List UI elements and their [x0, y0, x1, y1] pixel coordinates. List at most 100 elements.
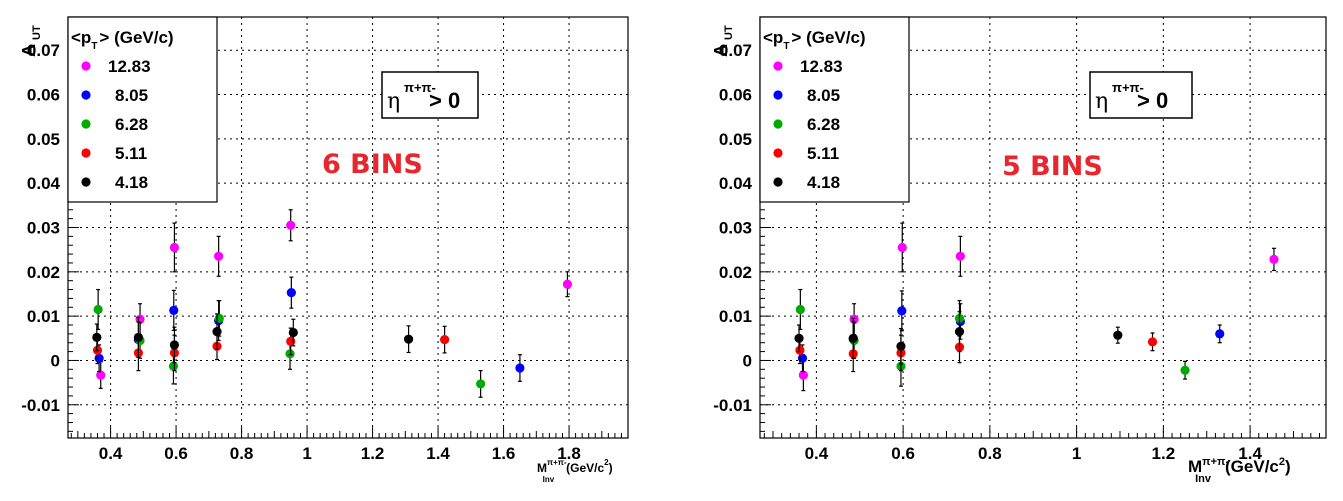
- series-4.18: [92, 313, 414, 364]
- legend-title: <pT > (GeV/c): [763, 28, 866, 52]
- data-point: [562, 279, 573, 289]
- data-point: [92, 332, 102, 343]
- series-8.05: [797, 290, 1225, 373]
- x-axis-title-sup: π+π-: [1202, 456, 1229, 468]
- legend-title-rest: > (GeV/c): [791, 28, 865, 47]
- cut-label-superscript: π+π-: [404, 80, 436, 95]
- x-axis-title-sub: Inv: [543, 475, 555, 484]
- x-tick-label: 1.8: [557, 444, 581, 463]
- legend-marker: [773, 90, 783, 100]
- data-point: [285, 349, 295, 359]
- cut-label: η π+π-> 0: [381, 71, 479, 119]
- data-point: [798, 370, 808, 380]
- legend-label: 6.28: [807, 115, 840, 134]
- series-4.18: [794, 311, 1123, 365]
- x-tick-label: 0.4: [99, 444, 123, 463]
- x-axis-title-main: M: [537, 461, 547, 475]
- legend-marker: [81, 119, 91, 129]
- x-axis-title-unit: (GeV/c: [566, 461, 604, 475]
- data-point: [897, 242, 907, 253]
- x-axis-title-main: M: [1188, 457, 1202, 476]
- y-tick-label: 0.05: [719, 130, 752, 149]
- data-point: [1147, 337, 1158, 347]
- y-axis-title: A UT: [711, 25, 735, 57]
- legend: <pT > (GeV/c) 12.83 8.05 6.28 5.11 4.18: [759, 16, 910, 203]
- x-tick-label: 1: [302, 444, 311, 463]
- y-tick-label: 0.02: [719, 263, 752, 282]
- data-point: [515, 363, 525, 373]
- x-tick-label: 1.4: [426, 444, 450, 463]
- data-point: [795, 345, 805, 355]
- grid: [760, 17, 1326, 438]
- legend-marker: [773, 61, 783, 71]
- legend-label: 4.18: [807, 173, 840, 192]
- data-point: [169, 340, 180, 350]
- legend-box: [67, 16, 218, 203]
- data-point: [93, 304, 103, 315]
- x-axis-title-sup: π+π-: [547, 458, 567, 467]
- y-tick-label: 0.02: [27, 263, 60, 282]
- cut-label: η π+π-> 0: [1089, 71, 1193, 119]
- data-point: [1269, 254, 1279, 265]
- data-point: [286, 288, 296, 298]
- cut-label-superscript: π+π-: [1112, 80, 1144, 95]
- y-tick-label: 0.06: [719, 86, 752, 105]
- legend-marker: [81, 90, 91, 100]
- y-tick-label: 0: [51, 351, 60, 370]
- legend-marker: [773, 148, 783, 158]
- legend-label: 5.11: [807, 144, 839, 163]
- data-point: [169, 242, 180, 253]
- y-tick-label: 0.01: [719, 307, 752, 326]
- legend-title-main: <p: [763, 28, 783, 47]
- legend-box: [759, 16, 910, 203]
- data-point: [795, 304, 805, 315]
- legend-title-main: <p: [71, 28, 91, 47]
- data-point: [403, 334, 414, 344]
- data-point: [896, 341, 906, 351]
- data-point: [168, 361, 179, 371]
- y-tick-label: 0.01: [27, 307, 60, 326]
- data-point: [96, 370, 106, 380]
- x-axis-title-unit: (GeV/c: [1225, 457, 1279, 476]
- x-tick-label: 0.6: [164, 444, 188, 463]
- y-tick-label: -0.01: [21, 396, 60, 415]
- data-point: [169, 305, 179, 315]
- legend-title-sub: T: [783, 41, 789, 52]
- x-tick-label: 0.8: [230, 444, 254, 463]
- series-12.83: [96, 209, 573, 389]
- x-tick-label: 1.6: [492, 444, 516, 463]
- series-12.83: [798, 222, 1279, 392]
- cut-label-box: [381, 71, 479, 119]
- data-point: [214, 251, 224, 261]
- x-axis-title-unit-sup: 2: [1279, 456, 1285, 468]
- x-axis-title: Mπ+π- Inv (GeV/c2): [537, 458, 613, 484]
- cut-label-symbol: η: [1095, 89, 1108, 114]
- data-point: [94, 353, 104, 363]
- bins-annotation: 6 BINS: [322, 149, 423, 180]
- data-point: [1215, 329, 1225, 339]
- data-point: [286, 336, 296, 346]
- legend-label: 6.28: [115, 115, 148, 134]
- legend-marker: [81, 177, 91, 187]
- legend-title: <pT > (GeV/c): [71, 28, 174, 52]
- x-tick-label: 1.2: [1152, 444, 1176, 463]
- y-tick-label: 0: [743, 351, 752, 370]
- data-point: [955, 251, 965, 261]
- x-tick-label: 0.4: [805, 444, 829, 463]
- legend-label: 8.05: [115, 86, 148, 105]
- y-tick-label: -0.01: [713, 396, 752, 415]
- x-tick-label: 0.8: [978, 444, 1002, 463]
- data-point: [286, 220, 296, 230]
- series-8.05: [94, 276, 525, 382]
- data-point: [212, 327, 222, 337]
- cut-label-box: [1089, 71, 1193, 119]
- legend-label: 8.05: [807, 86, 840, 105]
- legend-label: 12.83: [800, 57, 843, 76]
- y-tick-label: 0.07: [719, 41, 752, 60]
- chart-panel-1: 0.4 0.6 0.8 1 1.2 1.4 1.6 1.8 -0.01 0 0.01 0.02 0.03…: [19, 16, 629, 484]
- y-tick-label: 0.04: [27, 174, 61, 193]
- legend-title-sub: T: [91, 41, 97, 52]
- data-point: [133, 332, 144, 343]
- legend-marker: [773, 119, 783, 129]
